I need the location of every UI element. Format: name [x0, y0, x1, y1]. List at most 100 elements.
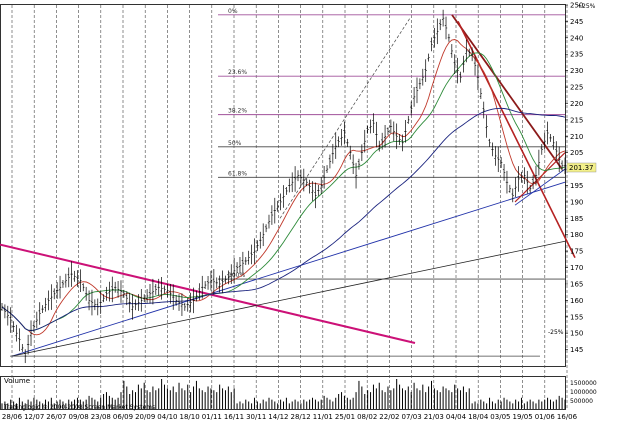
ohlc-bar	[3, 304, 7, 319]
date-tick-28-12: 28/12	[291, 413, 311, 421]
volume-tick-1500000: 1500000	[570, 380, 597, 387]
red-resistance-1	[451, 14, 563, 170]
ohlc-bar	[433, 27, 436, 48]
ohlc-bar	[497, 146, 500, 173]
date-tick-26-07: 26/07	[46, 413, 66, 421]
ohlc-bar	[79, 269, 82, 292]
ohlc-bar	[84, 286, 88, 301]
ohlc-bar	[523, 167, 526, 185]
date-tick-14-12: 14/12	[268, 413, 288, 421]
ohlc-bar	[206, 275, 210, 290]
ohlc-bar	[557, 146, 561, 173]
date-tick-04-04: 04/04	[446, 413, 467, 421]
ohlc-bar	[192, 287, 195, 314]
date-tick-19-05: 19/05	[513, 413, 533, 421]
date-tick-23-08: 23/08	[91, 413, 111, 421]
ohlc-bar	[401, 134, 404, 152]
ohlc-bar	[560, 160, 564, 172]
uptrend-blue-long	[11, 181, 566, 357]
ohlc-bar	[201, 275, 204, 299]
volume-bars	[1, 379, 566, 409]
ohlc-bar	[44, 297, 47, 312]
ohlc-bar	[131, 294, 134, 320]
date-tick-08-02: 08/02	[357, 413, 377, 421]
ohlc-bar	[47, 290, 50, 311]
ohlc-bar	[250, 244, 253, 265]
ohlc-bar	[349, 145, 352, 160]
ohlc-bar	[462, 55, 465, 73]
date-tick-07-03: 07/03	[402, 413, 422, 421]
ohlc-bar	[99, 291, 102, 314]
ohlc-bar	[508, 184, 512, 193]
ohlc-bar	[163, 285, 166, 294]
ohlc-bar	[238, 256, 242, 274]
ohlc-bar	[174, 294, 178, 306]
price-tick-215: 215	[570, 116, 583, 124]
ohlc-bar	[256, 240, 259, 252]
price-tick-185: 185	[570, 215, 583, 223]
date-tick-16-11: 16/11	[224, 413, 244, 421]
ohlc-bar	[528, 184, 532, 193]
fib-label-0: 0%	[228, 8, 238, 15]
ohlc-bar	[82, 283, 85, 292]
ohlc-bar	[90, 289, 94, 316]
ohlc-bar	[398, 134, 401, 145]
date-tick-18-04: 18/04	[468, 413, 489, 421]
ohlc-bar	[203, 281, 207, 289]
ohlc-bar	[531, 175, 535, 190]
fib-label-4: 61.8%	[228, 170, 247, 177]
date-axis: 28/06 12/07 26/07 09/08 23/08 06/09 20/09 04/10…	[2, 413, 578, 421]
ohlc-bar	[470, 47, 474, 62]
ohlc-bar	[253, 238, 256, 264]
ohlc-bar	[105, 286, 108, 301]
date-tick-01-11: 01/11	[202, 413, 222, 421]
uptrend-black-long	[11, 240, 566, 357]
price-tick-205: 205	[570, 149, 583, 157]
ohlc-bar	[209, 270, 213, 291]
price-tick-220: 220	[570, 100, 583, 108]
ohlc-bar	[386, 127, 390, 136]
ohlc-bar	[6, 305, 10, 326]
date-tick-21-03: 21/03	[424, 413, 444, 421]
price-tick-150: 150	[570, 330, 583, 338]
ohlc-bar	[456, 57, 459, 84]
ohlc-bar	[314, 182, 317, 209]
ohlc-bar	[273, 197, 276, 224]
price-tick-235: 235	[570, 51, 583, 59]
ohlc-bar	[195, 290, 198, 302]
date-tick-18-10: 18/10	[180, 413, 200, 421]
ohlc-bar	[436, 18, 439, 45]
ohlc-bar	[35, 311, 39, 329]
ohlc-bars	[0, 9, 567, 364]
last-price-label: 201.37	[569, 164, 594, 172]
price-tick-240: 240	[570, 34, 583, 42]
price-tick-195: 195	[570, 182, 583, 190]
ohlc-bar	[70, 261, 73, 287]
ohlc-bar	[360, 144, 364, 162]
price-tick-155: 155	[570, 313, 583, 321]
ohlc-bar	[293, 166, 297, 192]
ohlc-bar	[473, 55, 477, 76]
ohlc-bar	[357, 158, 361, 170]
fib-label-2: 38.2%	[228, 108, 247, 115]
ohlc-bar	[505, 170, 509, 194]
ohlc-bar	[232, 258, 236, 284]
ohlc-bar	[29, 320, 33, 346]
ohlc-bar	[308, 179, 311, 194]
ohlc-bar	[526, 170, 529, 194]
ohlc-bar	[21, 344, 24, 352]
ohlc-bar	[157, 278, 160, 296]
ohlc-bar	[325, 165, 329, 174]
ohlc-bar	[122, 289, 126, 298]
price-tick-165: 165	[570, 280, 583, 288]
ohlc-bar	[270, 205, 274, 225]
ohlc-bar	[41, 305, 44, 314]
ohlc-bar	[58, 275, 62, 299]
date-tick-20-09: 20/09	[135, 413, 155, 421]
ohlc-bar	[230, 264, 233, 284]
price-tick-170: 170	[570, 264, 583, 272]
ohlc-bar	[9, 307, 12, 333]
ohlc-bar	[334, 133, 337, 159]
ohlc-bar	[154, 284, 158, 295]
